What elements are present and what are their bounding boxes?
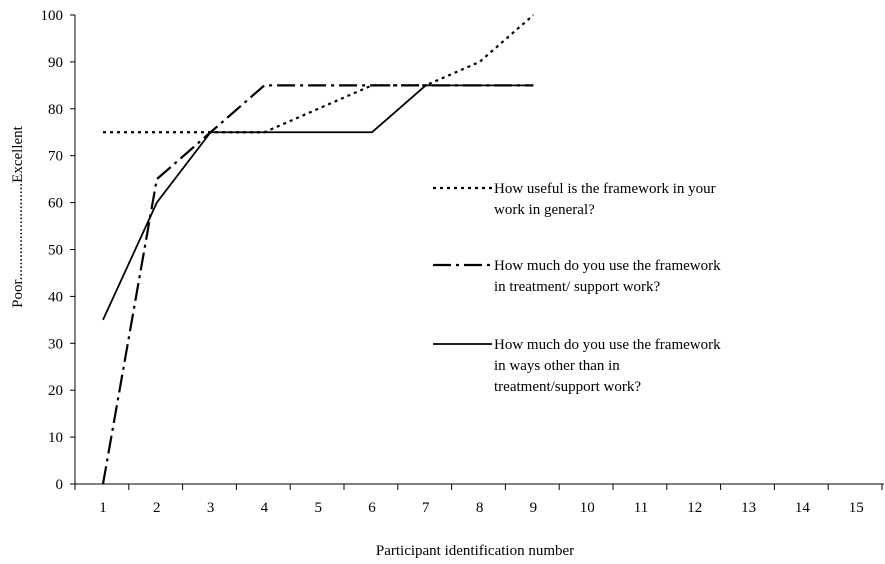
y-tick-label-10: 10 — [48, 430, 63, 446]
x-tick-label-2: 2 — [153, 500, 161, 516]
x-tick-label-12: 12 — [687, 500, 702, 516]
y-axis-title-dots: .......................... — [10, 183, 26, 281]
y-tick-label-30: 30 — [48, 336, 63, 352]
series-line-2 — [101, 84, 534, 485]
y-axis-title: Poor..........................Excellent — [10, 125, 26, 307]
x-ticks: 1 2 3 4 5 6 7 8 9 10 11 12 13 14 15 — [74, 484, 883, 516]
x-tick-label-14: 14 — [795, 500, 811, 516]
y-tick-label-70: 70 — [48, 149, 63, 165]
x-tick-label-11: 11 — [634, 500, 648, 516]
y-tick-label-0: 0 — [56, 477, 64, 493]
series-line-1 — [103, 14, 535, 134]
legend-label-1: How useful is the framework in your work … — [494, 181, 716, 218]
x-tick-label-10: 10 — [580, 500, 595, 516]
y-tick-label-80: 80 — [48, 102, 63, 118]
y-tick-label-100: 100 — [41, 8, 64, 24]
series-line-3 — [102, 84, 534, 321]
legend-label-3: How much do you use the framework in ways… — [494, 337, 721, 395]
x-tick-label-9: 9 — [530, 500, 538, 516]
y-ticks: 0 10 20 30 40 50 60 70 80 90 100 — [41, 8, 75, 493]
y-tick-label-90: 90 — [48, 55, 63, 71]
x-tick-label-8: 8 — [476, 500, 484, 516]
legend-label-2: How much do you use the framework in trea… — [494, 258, 721, 295]
x-tick-label-3: 3 — [207, 500, 215, 516]
x-tick-label-1: 1 — [99, 500, 107, 516]
y-tick-label-60: 60 — [48, 196, 63, 212]
y-axis-title-low: Poor — [10, 279, 26, 307]
y-tick-label-40: 40 — [48, 289, 63, 305]
x-tick-label-6: 6 — [368, 500, 376, 516]
x-tick-label-5: 5 — [314, 500, 322, 516]
y-tick-label-50: 50 — [48, 243, 63, 259]
x-tick-label-15: 15 — [849, 500, 864, 516]
series-lines — [101, 14, 535, 485]
legend: How useful is the framework in your work … — [433, 181, 721, 395]
x-tick-label-7: 7 — [422, 500, 430, 516]
x-tick-label-13: 13 — [741, 500, 756, 516]
x-axis-title: Participant identification number — [376, 543, 574, 559]
x-tick-label-4: 4 — [261, 500, 269, 516]
y-tick-label-20: 20 — [48, 383, 63, 399]
y-axis-title-high: Excellent — [10, 125, 26, 182]
